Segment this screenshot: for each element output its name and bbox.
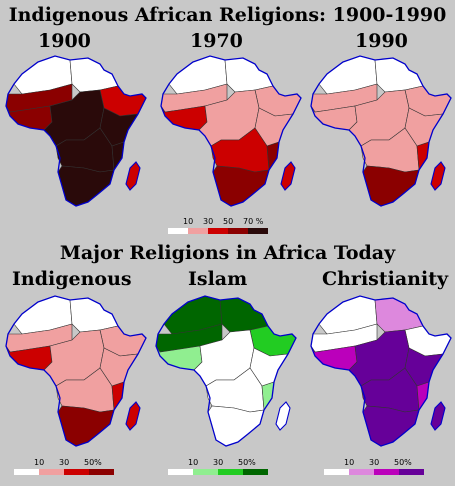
map-1900	[5, 55, 147, 207]
region-northeast	[69, 57, 119, 93]
map-1990	[310, 55, 452, 207]
madagascar	[280, 161, 296, 191]
legend-swatch	[39, 469, 64, 475]
legend-label: 50	[223, 217, 234, 226]
panel-title-indigenous: Indigenous	[12, 268, 132, 290]
section-title: Major Religions in Africa Today	[59, 242, 396, 264]
panel-title-christianity: Christianity	[322, 268, 449, 290]
africa-coastline	[5, 295, 147, 447]
legend-swatch	[193, 469, 218, 475]
africa-coastline	[5, 55, 147, 207]
legend-label: 10	[188, 458, 199, 467]
map-indigenous	[5, 295, 147, 447]
madagascar	[125, 161, 141, 191]
africa-coastline	[310, 55, 452, 207]
africa-coastline	[155, 295, 297, 447]
madagascar	[430, 161, 446, 191]
legend-swatch	[14, 469, 39, 475]
legend-label: 30	[59, 458, 70, 467]
legend-label: 10	[344, 458, 355, 467]
region-northeast	[69, 297, 119, 333]
legend-swatch	[243, 469, 268, 475]
legend-label: 50%	[84, 458, 102, 467]
panel-title-islam: Islam	[188, 268, 248, 290]
year-label-1970: 1970	[190, 30, 243, 52]
africa-coastline	[310, 295, 452, 447]
legend-swatch	[64, 469, 89, 475]
legend-swatch	[168, 228, 188, 234]
legend-label: 30	[203, 217, 214, 226]
legend-label: 30	[369, 458, 380, 467]
legend-islam: 10 30 50%	[168, 457, 278, 479]
legend-swatch	[228, 228, 248, 234]
map-1970	[160, 55, 302, 207]
legend-swatch	[374, 469, 399, 475]
legend-label: 10	[34, 458, 45, 467]
region-northeast	[224, 57, 274, 93]
legend-christianity: 10 30 50%	[324, 457, 434, 479]
year-label-1990: 1990	[355, 30, 408, 52]
legend-label: 50%	[394, 458, 412, 467]
legend-swatch	[399, 469, 424, 475]
legend-swatch	[188, 228, 208, 234]
main-title: Indigenous African Religions: 1900-1990	[8, 4, 447, 26]
legend-swatch	[248, 228, 268, 234]
map-islam	[155, 295, 297, 447]
madagascar	[275, 401, 291, 431]
legend-label: 50%	[238, 458, 256, 467]
region-northeast	[374, 297, 424, 333]
legend-label: 30	[213, 458, 224, 467]
legend-swatch	[324, 469, 349, 475]
madagascar	[430, 401, 446, 431]
legend-swatch	[349, 469, 374, 475]
year-label-1900: 1900	[38, 30, 91, 52]
africa-coastline	[160, 55, 302, 207]
legend-label: 70 %	[243, 217, 264, 226]
map-christianity	[310, 295, 452, 447]
legend-swatch	[168, 469, 193, 475]
legend-swatch	[208, 228, 228, 234]
legend-swatch	[89, 469, 114, 475]
legend-swatch	[218, 469, 243, 475]
legend-indigenous: 10 30 50%	[14, 457, 124, 479]
region-northeast	[374, 57, 424, 93]
legend-top: 10 30 50 70 %	[168, 216, 278, 238]
legend-label: 10	[183, 217, 194, 226]
madagascar	[125, 401, 141, 431]
region-northeast	[219, 297, 269, 333]
